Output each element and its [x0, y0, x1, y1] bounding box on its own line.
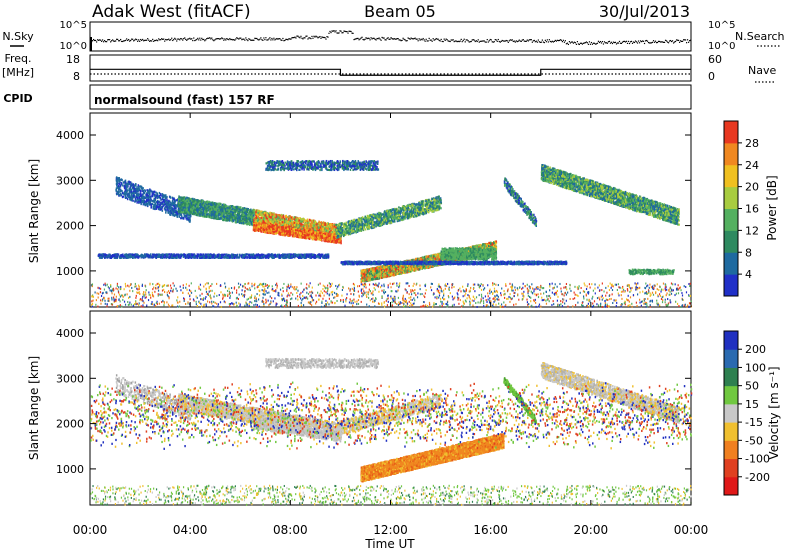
- colorbar-tick-label: -200: [745, 471, 770, 484]
- x-tick-label: 12:00: [373, 523, 408, 537]
- noise-panel: 10^5 10^0 10^5 10^0: [60, 20, 736, 52]
- cpid-panel: normalsound (fast) 157 RF: [90, 85, 691, 109]
- colorbar-tick-label: 12: [745, 224, 759, 237]
- colorbar-tick-label: 50: [745, 380, 759, 393]
- power-colorbar-ticks: 28 24 20 16 12 8 4: [738, 137, 759, 281]
- x-tick-label: 00:00: [674, 523, 709, 537]
- noise-right-tick: 10^0: [708, 41, 735, 52]
- colorbar-tick-label: 24: [745, 159, 759, 172]
- colorbar-tick-label: 28: [745, 137, 759, 150]
- beam-label: Beam 05: [364, 2, 436, 21]
- station-title: Adak West (fitACF): [92, 2, 251, 22]
- power-panel: 4000 3000 2000 1000 Slant Range [km]: [27, 113, 692, 308]
- velocity-ylabel: Slant Range [km]: [27, 356, 41, 460]
- colorbar-tick-label: -50: [745, 434, 763, 447]
- colorbar-tick-label: 200: [745, 343, 766, 356]
- mhz-label: [MHz]: [2, 66, 34, 79]
- y-tick-label: 1000: [56, 265, 84, 278]
- noise-left-tick: 10^5: [60, 20, 87, 31]
- velocity-panel: 4000 3000 2000 1000 Slant Range [km] 00:00 0…: [27, 113, 708, 551]
- nsky-label: N.Sky: [2, 30, 34, 43]
- date-label: 30/Jul/2013: [599, 2, 690, 21]
- colorbar-tick-label: 15: [745, 398, 759, 411]
- x-tick-label: 08:00: [273, 523, 308, 537]
- colorbar-tick-label: 4: [745, 268, 752, 281]
- freq-panel: 18 8 60 0: [66, 53, 722, 83]
- x-tick-label: 00:00: [73, 523, 108, 537]
- freq-label: Freq.: [4, 52, 31, 65]
- x-axis-label: Time UT: [364, 537, 415, 551]
- y-tick-label: 3000: [56, 372, 84, 385]
- y-tick-label: 1000: [56, 463, 84, 476]
- freq-line: [90, 69, 691, 75]
- power-colorbar: 28 24 20 16 12 8 4 Power [dB]: [724, 121, 779, 297]
- nave-label: Nave: [748, 64, 776, 77]
- x-tick-label: 04:00: [173, 523, 208, 537]
- radar-summary-plot: Adak West (fitACF) Beam 05 30/Jul/2013 N…: [0, 0, 800, 554]
- colorbar-tick-label: 20: [745, 181, 759, 194]
- freq-right-tick: 60: [708, 53, 722, 66]
- freq-left-tick: 8: [73, 70, 80, 83]
- power-colorbar-label: Power [dB]: [765, 175, 779, 240]
- y-tick-label: 3000: [56, 174, 84, 187]
- velocity-colorbar-label: Velocity [m s⁻¹]: [767, 366, 781, 459]
- power-scatter: [91, 160, 692, 308]
- nsky-trace: [90, 30, 691, 51]
- colorbar-tick-label: 8: [745, 246, 752, 259]
- colorbar-tick-label: 16: [745, 203, 759, 216]
- x-tick-label: 16:00: [473, 523, 508, 537]
- freq-left-tick: 18: [66, 53, 80, 66]
- cpid-label: CPID: [3, 92, 32, 105]
- x-tick-label: 20:00: [574, 523, 609, 537]
- colorbar-tick-label: -15: [745, 416, 763, 429]
- y-tick-label: 2000: [56, 220, 84, 233]
- freq-right-tick: 0: [708, 70, 715, 83]
- colorbar-tick-label: 100: [745, 361, 766, 374]
- y-tick-label: 4000: [56, 129, 84, 142]
- y-tick-label: 4000: [56, 327, 84, 340]
- noise-right-tick: 10^5: [708, 20, 735, 31]
- y-tick-label: 2000: [56, 418, 84, 431]
- cpid-text: normalsound (fast) 157 RF: [94, 93, 275, 107]
- nsearch-label: N.Search: [735, 30, 785, 43]
- velocity-scatter: [90, 358, 692, 506]
- noise-left-tick: 10^0: [60, 41, 87, 52]
- power-ylabel: Slant Range [km]: [27, 159, 41, 263]
- plot-canvas: Adak West (fitACF) Beam 05 30/Jul/2013 N…: [0, 0, 800, 554]
